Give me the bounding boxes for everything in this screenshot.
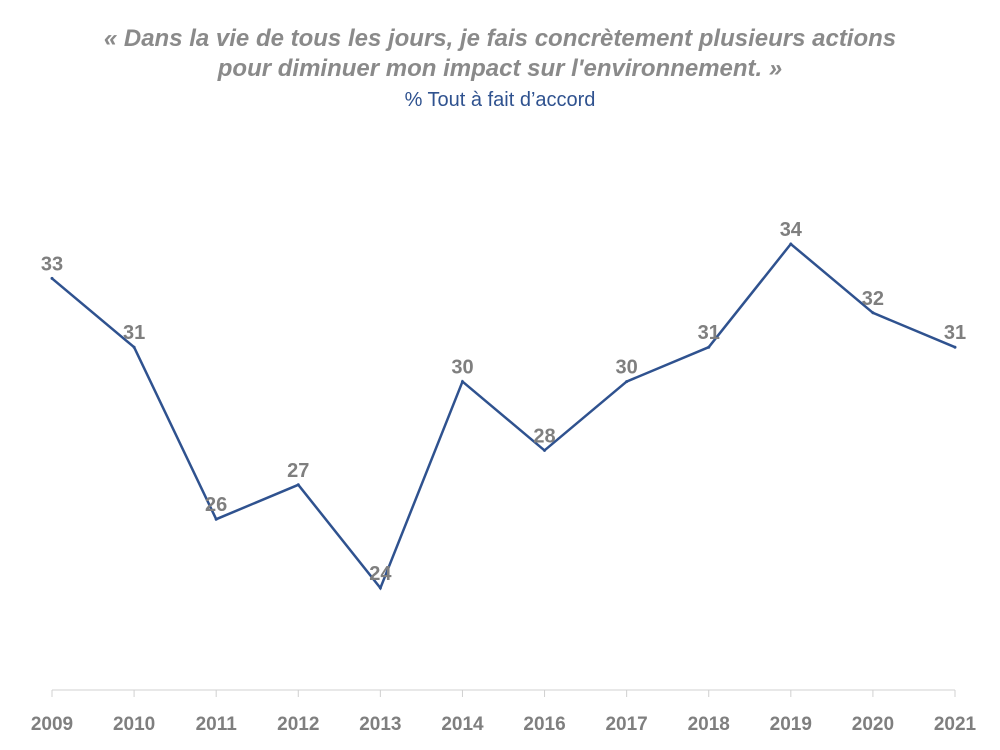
- data-point-2011: [214, 517, 218, 521]
- x-tick-label-2014: 2014: [441, 714, 484, 735]
- data-point-2016: [543, 448, 547, 452]
- data-point-2019: [789, 242, 793, 246]
- x-tick-label-2021: 2021: [934, 714, 977, 735]
- data-labels: 33 31 26 27 24 30 28 30 31 34 32 31: [41, 219, 966, 590]
- x-axis-tick-labels: 2009 2010 2011 2012 2013 2014 2016 2017 2018 2019…: [31, 714, 977, 735]
- x-tick-label-2010: 2010: [113, 714, 155, 735]
- chart-title: « Dans la vie de tous les jours, je fais…: [0, 24, 1000, 84]
- data-point-2021: [953, 345, 957, 349]
- data-point-2013: [378, 586, 382, 590]
- data-label-2009: 33: [41, 253, 63, 275]
- x-tick-label-2012: 2012: [277, 714, 319, 735]
- data-label-2017: 30: [616, 357, 638, 379]
- data-label-2014: 30: [451, 357, 473, 379]
- data-label-2010: 31: [123, 322, 145, 344]
- data-point-2012: [296, 483, 300, 487]
- data-point-2020: [871, 311, 875, 315]
- x-tick-label-2017: 2017: [605, 714, 647, 735]
- x-tick-label-2016: 2016: [523, 714, 565, 735]
- data-label-2016: 28: [533, 425, 555, 447]
- x-tick-label-2011: 2011: [196, 714, 238, 735]
- x-tick-label-2018: 2018: [688, 714, 730, 735]
- data-label-2018: 31: [698, 322, 720, 344]
- chart-subtitle: % Tout à fait d’accord: [404, 89, 596, 111]
- data-label-2011: 26: [205, 494, 227, 516]
- chart-title-line-2: pour diminuer mon impact sur l'environne…: [217, 55, 783, 82]
- data-point-2009: [50, 276, 54, 280]
- x-tick-label-2009: 2009: [31, 714, 73, 735]
- data-point-2018: [707, 345, 711, 349]
- x-tick-label-2020: 2020: [852, 714, 894, 735]
- data-label-2020: 32: [862, 288, 884, 310]
- data-label-2019: 34: [780, 219, 803, 241]
- data-label-2012: 27: [287, 460, 309, 482]
- data-label-2013: 24: [369, 563, 392, 585]
- x-tick-label-2013: 2013: [359, 714, 401, 735]
- data-point-2014: [460, 380, 464, 384]
- chart-title-line-1: « Dans la vie de tous les jours, je fais…: [103, 25, 897, 52]
- data-point-2010: [132, 345, 136, 349]
- data-point-2017: [625, 380, 629, 384]
- x-axis-ticks: [51, 690, 956, 697]
- x-tick-label-2019: 2019: [770, 714, 812, 735]
- data-label-2021: 31: [944, 322, 966, 344]
- series-line: [51, 242, 956, 591]
